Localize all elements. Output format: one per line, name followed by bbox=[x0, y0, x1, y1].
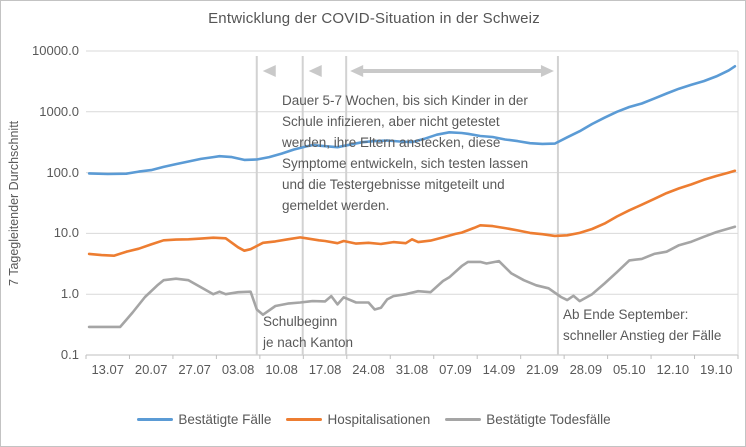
legend-item-0: Bestätigte Fälle bbox=[137, 412, 271, 427]
y-tick-label: 0.1 bbox=[60, 347, 79, 362]
legend-line-swatch bbox=[286, 418, 323, 421]
x-tick-label: 31.08 bbox=[395, 362, 429, 377]
x-tick-label: 17.08 bbox=[308, 362, 342, 377]
legend-line-swatch bbox=[445, 418, 482, 421]
y-axis-title: 7 Tagegleitender Durchschnitt bbox=[7, 120, 21, 287]
x-tick-label: 24.08 bbox=[352, 362, 385, 377]
y-tick-label: 1.0 bbox=[60, 286, 79, 302]
x-tick-label: 07.09 bbox=[439, 362, 472, 377]
series-line-0 bbox=[87, 65, 737, 176]
legend-label: Bestätigte Todesfälle bbox=[486, 412, 611, 427]
annotation-school-start: Schulbeginn je nach Kanton bbox=[263, 314, 354, 350]
annotation-september: Ab Ende September: schneller Anstieg der… bbox=[563, 307, 722, 343]
series-line-2 bbox=[87, 225, 737, 329]
left-arrowhead-icon bbox=[308, 65, 322, 77]
x-tick-label: 12.10 bbox=[656, 362, 690, 377]
right-arrowhead-icon bbox=[540, 65, 554, 77]
legend-label: Hospitalisationen bbox=[327, 412, 431, 427]
x-tick-label: 21.09 bbox=[526, 362, 559, 377]
y-tick-label: 10.0 bbox=[53, 225, 79, 241]
x-tick-label: 14.09 bbox=[482, 362, 516, 377]
y-tick-label: 1000.0 bbox=[39, 103, 79, 119]
x-tick-label: 10.08 bbox=[265, 362, 298, 377]
series-line-1 bbox=[87, 169, 737, 257]
left-arrowhead-icon bbox=[262, 65, 276, 77]
x-tick-label: 27.07 bbox=[178, 362, 211, 377]
x-tick-label: 05.10 bbox=[613, 362, 646, 377]
x-tick-label: 19.10 bbox=[699, 362, 733, 377]
legend-label: Bestätigte Fälle bbox=[178, 412, 272, 427]
x-tick-label: 20.07 bbox=[134, 362, 168, 377]
x-tick-label: 13.07 bbox=[91, 362, 124, 377]
left-arrowhead-icon bbox=[350, 65, 364, 77]
y-tick-label: 100.0 bbox=[46, 164, 79, 180]
x-tick-label: 28.09 bbox=[569, 362, 603, 377]
chart-title: Entwicklung der COVID-Situation in der S… bbox=[208, 10, 540, 27]
y-tick-label: 10000.0 bbox=[32, 43, 79, 58]
legend: Bestätigte Fälle Hospitalisationen Bestäti… bbox=[1, 412, 745, 427]
annotation-duration: Dauer 5-7 Wochen, bis sich Kinder in der… bbox=[282, 93, 529, 213]
x-tick-label: 03.08 bbox=[221, 362, 255, 377]
legend-item-1: Hospitalisationen bbox=[286, 412, 430, 427]
legend-item-2: Bestätigte Todesfälle bbox=[445, 412, 611, 427]
legend-line-swatch bbox=[137, 418, 174, 421]
